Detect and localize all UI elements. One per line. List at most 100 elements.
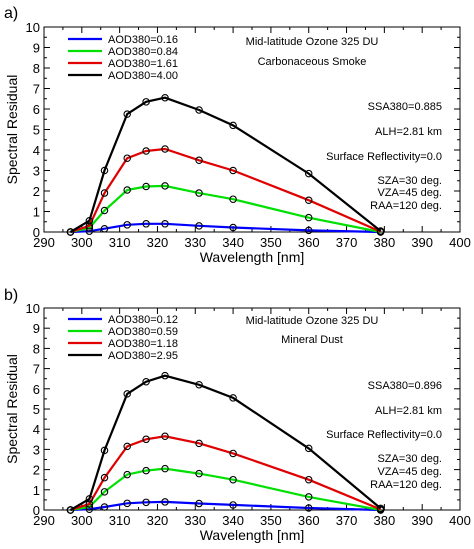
- x-tick-label: 390: [411, 235, 433, 250]
- x-tick-label: 400: [449, 513, 471, 528]
- y-tick-label: 1: [33, 205, 40, 220]
- y-tick-label: 6: [33, 102, 40, 117]
- y-tick-label: 4: [33, 422, 40, 437]
- annotation-parameter: SSA380=0.885: [368, 101, 442, 113]
- annotation-parameter: RAA=120 deg.: [370, 479, 442, 491]
- annotation-parameter: VZA=45 deg.: [377, 466, 442, 478]
- x-tick-label: 340: [222, 513, 244, 528]
- data-point: [100, 503, 109, 511]
- data-point: [100, 224, 109, 233]
- legend-label: AOD380=0.12: [108, 314, 178, 326]
- data-point: [229, 195, 237, 203]
- x-tick-label: 310: [109, 235, 131, 250]
- series-line-1: [70, 500, 381, 512]
- annotation-parameter: SZA=30 deg.: [377, 175, 442, 187]
- annotation-parameter: VZA=45 deg.: [377, 187, 442, 199]
- data-point: [304, 493, 313, 501]
- data-point: [195, 222, 203, 230]
- series-line-3: [70, 147, 382, 234]
- series-line-1: [70, 222, 381, 234]
- data-point: [195, 189, 203, 197]
- data-point: [100, 473, 109, 482]
- annotation-parameter: Surface Reflectivity=0.0: [326, 151, 442, 163]
- x-tick-label: 320: [147, 235, 169, 250]
- y-tick-label: 1: [33, 483, 40, 498]
- x-tick-label: 320: [147, 513, 169, 528]
- series-line-2: [70, 467, 381, 512]
- data-point: [195, 156, 203, 165]
- data-point: [142, 220, 150, 228]
- data-point: [161, 220, 169, 228]
- data-point: [142, 182, 150, 191]
- y-tick-label: 10: [26, 20, 40, 35]
- x-tick-label: 330: [184, 513, 206, 528]
- x-tick-label: 290: [33, 513, 55, 528]
- data-point: [100, 446, 109, 455]
- data-point: [161, 182, 169, 190]
- data-point: [229, 223, 237, 232]
- y-axis-label: Spectral Residual: [4, 354, 20, 464]
- y-tick-label: 4: [33, 143, 40, 158]
- annotation-parameter: RAA=120 deg.: [370, 200, 442, 212]
- data-point: [142, 147, 150, 155]
- data-point: [85, 216, 94, 225]
- panel-label: b): [4, 287, 18, 304]
- annotation-parameter: SSA380=0.896: [368, 380, 442, 392]
- data-point: [123, 154, 131, 162]
- series-line-2: [70, 184, 381, 234]
- data-point: [66, 228, 75, 236]
- x-tick-label: 290: [33, 235, 55, 250]
- data-point: [161, 464, 169, 473]
- annotation-ozone: Mid-latitude Ozone 325 DU: [246, 315, 379, 327]
- data-point: [229, 449, 237, 458]
- data-point: [304, 504, 313, 512]
- y-tick-label: 5: [33, 123, 40, 138]
- y-tick-label: 0: [33, 225, 40, 240]
- data-point: [100, 166, 109, 175]
- data-point: [195, 469, 203, 478]
- y-tick-label: 0: [33, 503, 40, 518]
- data-point: [85, 222, 94, 230]
- y-tick-label: 9: [33, 41, 40, 56]
- y-tick-label: 7: [33, 82, 40, 97]
- data-point: [161, 145, 169, 153]
- data-point: [161, 371, 169, 380]
- annotation-aerosol-type: Mineral Dust: [281, 334, 343, 346]
- annotation-parameter: Surface Reflectivity=0.0: [326, 429, 442, 441]
- y-tick-label: 8: [33, 341, 40, 356]
- legend-label: AOD380=0.16: [108, 34, 178, 46]
- data-point: [229, 475, 237, 484]
- data-point: [142, 435, 150, 444]
- annotation-parameter: SZA=30 deg.: [377, 453, 442, 465]
- data-point: [123, 442, 131, 451]
- data-point: [304, 169, 313, 178]
- data-point: [161, 432, 169, 441]
- data-point: [161, 93, 169, 102]
- x-tick-label: 380: [374, 235, 396, 250]
- data-point: [195, 106, 203, 114]
- annotation-aerosol-type: Carbonaceous Smoke: [258, 56, 367, 68]
- x-tick-label: 300: [71, 513, 93, 528]
- data-point: [304, 213, 313, 222]
- data-point: [195, 439, 203, 448]
- data-point: [142, 498, 150, 507]
- annotation-parameter: ALH=2.81 km: [375, 405, 442, 417]
- data-point: [123, 110, 131, 118]
- x-tick-label: 360: [298, 513, 320, 528]
- y-tick-label: 3: [33, 442, 40, 457]
- data-point: [304, 475, 313, 484]
- legend-label: AOD380=4.00: [108, 70, 178, 82]
- x-tick-label: 350: [260, 235, 282, 250]
- legend-label: AOD380=0.59: [108, 326, 178, 338]
- x-tick-label: 390: [411, 513, 433, 528]
- data-point: [142, 377, 150, 386]
- x-tick-label: 330: [184, 235, 206, 250]
- legend-label: AOD380=1.18: [108, 338, 178, 350]
- data-point: [123, 499, 131, 508]
- data-point: [142, 466, 150, 475]
- data-point: [304, 444, 313, 453]
- x-tick-label: 370: [336, 235, 358, 250]
- chart-panel-a: a)290 300 310 320 330 340 350 360 370 380 390 40001…: [4, 5, 471, 265]
- data-point: [229, 166, 237, 175]
